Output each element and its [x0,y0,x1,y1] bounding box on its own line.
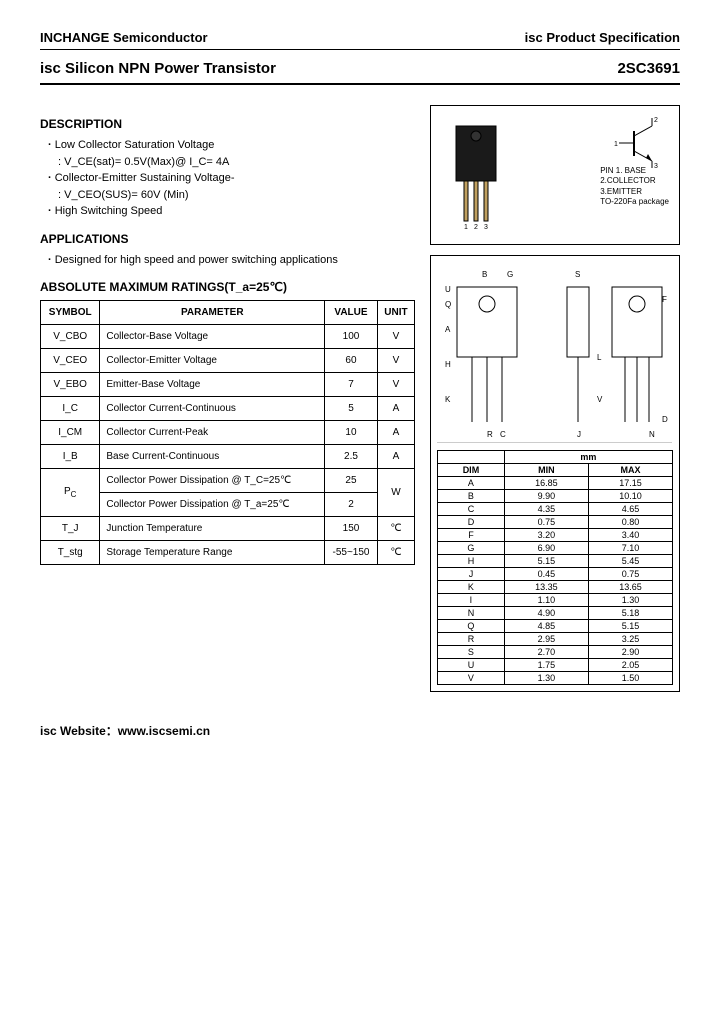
svg-text:S: S [575,270,580,279]
dim-row: R2.953.25 [438,633,673,646]
footer: isc Website：www.iscsemi.cn [40,722,680,739]
dim-row: J0.450.75 [438,568,673,581]
product-line: isc Silicon NPN Power Transistor [40,60,276,77]
svg-text:V: V [597,395,603,404]
dim-row: A16.8517.15 [438,477,673,490]
dim-row: V1.301.50 [438,672,673,685]
dim-row: F3.203.40 [438,529,673,542]
desc-item: High Switching Speed [48,203,415,220]
part-number: 2SC3691 [617,60,680,77]
applications-heading: APPLICATIONS [40,232,415,246]
pin-label: PIN 1. BASE [600,166,669,176]
col-symbol: SYMBOL [41,301,100,325]
col-unit: UNIT [377,301,414,325]
svg-text:A: A [445,325,451,334]
pin-label: 2.COLLECTOR [600,176,669,186]
dim-row: G6.907.10 [438,542,673,555]
content-area: DESCRIPTION Low Collector Saturation Vol… [40,105,680,692]
ratings-heading: ABSOLUTE MAXIMUM RATINGS(T_a=25℃) [40,280,415,294]
dim-row: B9.9010.10 [438,490,673,503]
package-diagram-box: 1 2 3 1 2 3 PIN 1. BASE [430,105,680,245]
website-text: isc Website：www.iscsemi.cn [40,724,210,738]
title-row: isc Silicon NPN Power Transistor 2SC3691 [40,50,680,85]
svg-text:1: 1 [614,141,618,148]
table-row: I_BBase Current-Continuous2.5A [41,445,415,469]
svg-text:H: H [445,360,451,369]
mechanical-drawing-icon: B G S F U Q A H K R C J L V D N [437,262,672,443]
pc-symbol: PC [41,469,100,517]
col-parameter: PARAMETER [100,301,325,325]
svg-text:C: C [500,430,506,439]
svg-text:2: 2 [654,117,658,124]
dim-header-row: DIMMINMAX [438,464,673,477]
dim-row: C4.354.65 [438,503,673,516]
table-row: V_CBOCollector-Base Voltage100V [41,325,415,349]
desc-item: : V_CE(sat)= 0.5V(Max)@ I_C= 4A [58,156,229,168]
right-column: 1 2 3 1 2 3 PIN 1. BASE [430,105,680,692]
description-heading: DESCRIPTION [40,117,415,131]
description-list: Low Collector Saturation Voltage : V_CE(… [48,137,415,220]
svg-text:1: 1 [464,224,468,231]
dimensions-table: mm DIMMINMAX A16.8517.15 B9.9010.10 C4.3… [437,450,673,685]
table-row: T_stgStorage Temperature Range-55~150℃ [41,541,415,565]
svg-text:3: 3 [484,224,488,231]
table-row: I_CCollector Current-Continuous5A [41,397,415,421]
dim-row: H5.155.45 [438,555,673,568]
svg-text:N: N [649,430,655,439]
col-value: VALUE [325,301,378,325]
table-header-row: SYMBOL PARAMETER VALUE UNIT [41,301,415,325]
svg-text:K: K [445,395,451,404]
top-header: INCHANGE Semiconductor isc Product Speci… [40,30,680,50]
svg-text:D: D [662,415,668,424]
pin-label: 3.EMITTER [600,187,669,197]
table-row: T_JJunction Temperature150℃ [41,517,415,541]
table-row: V_CEOCollector-Emitter Voltage60V [41,349,415,373]
datasheet-page: INCHANGE Semiconductor isc Product Speci… [0,0,720,769]
dim-row: K13.3513.65 [438,581,673,594]
svg-text:R: R [487,430,493,439]
desc-item: Low Collector Saturation Voltage [48,137,415,154]
svg-text:J: J [577,430,581,439]
desc-item: Collector-Emitter Sustaining Voltage- [48,170,415,187]
dim-row: I1.101.30 [438,594,673,607]
table-row: PCCollector Power Dissipation @ T_C=25℃2… [41,469,415,493]
package-icon: 1 2 3 [446,121,506,231]
svg-text:Q: Q [445,300,451,309]
transistor-symbol-icon: 1 2 3 [614,116,669,171]
left-column: DESCRIPTION Low Collector Saturation Vol… [40,105,415,692]
doc-type: isc Product Specification [525,30,680,45]
svg-text:B: B [482,270,487,279]
svg-text:G: G [507,270,513,279]
mechanical-drawing-box: B G S F U Q A H K R C J L V D N [430,255,680,692]
company-name: INCHANGE Semiconductor [40,30,208,45]
dim-row: Q4.855.15 [438,620,673,633]
table-row: V_EBOEmitter-Base Voltage7V [41,373,415,397]
svg-text:L: L [597,353,602,362]
ratings-table: SYMBOL PARAMETER VALUE UNIT V_CBOCollect… [40,300,415,565]
dim-row: S2.702.90 [438,646,673,659]
table-row: I_CMCollector Current-Peak10A [41,421,415,445]
desc-item: : V_CEO(SUS)= 60V (Min) [58,189,189,201]
app-item: Designed for high speed and power switch… [48,252,415,269]
applications-list: Designed for high speed and power switch… [48,252,415,269]
pin-labels: PIN 1. BASE 2.COLLECTOR 3.EMITTER TO-220… [600,166,669,208]
svg-text:U: U [445,285,451,294]
dim-unit-row: mm [438,451,673,464]
dim-row: U1.752.05 [438,659,673,672]
pin-label: TO-220Fa package [600,197,669,207]
svg-text:F: F [662,295,667,304]
dim-row: D0.750.80 [438,516,673,529]
svg-text:2: 2 [474,224,478,231]
dim-row: N4.905.18 [438,607,673,620]
